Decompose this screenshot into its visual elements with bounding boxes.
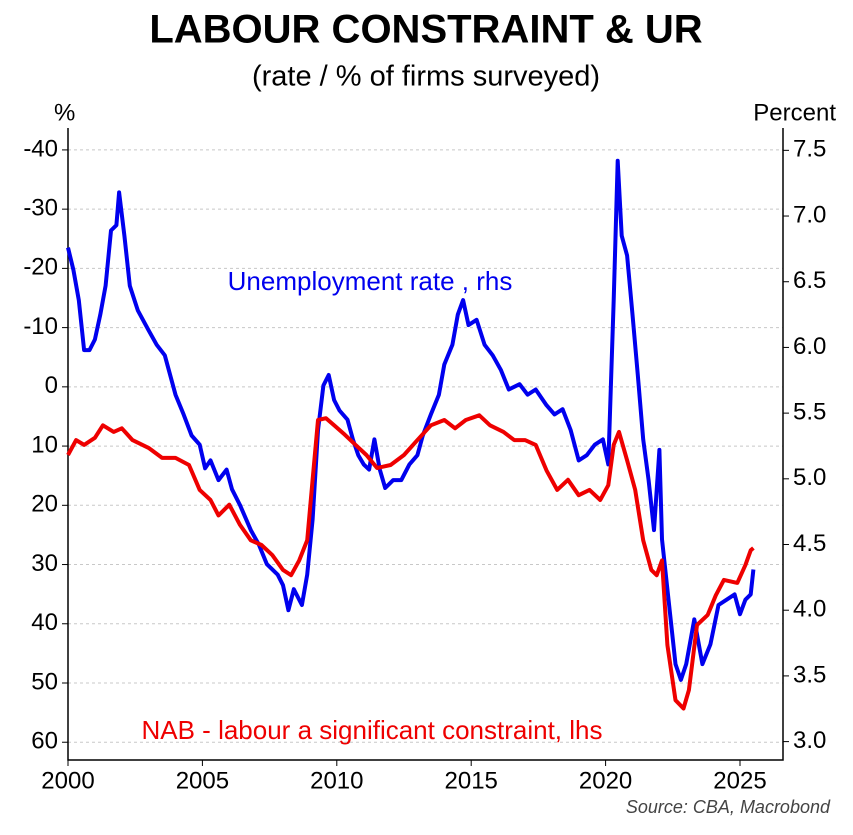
x-tick-label: 2025 xyxy=(713,767,766,794)
y-tick-label: -30 xyxy=(23,194,58,221)
y2-tick-label: 7.5 xyxy=(793,136,826,163)
x-tick-label: 2005 xyxy=(176,767,229,794)
series-label: NAB - labour a significant constraint, l… xyxy=(142,715,603,745)
chart-title: LABOUR CONSTRAINT & UR xyxy=(149,8,702,52)
x-tick-label: 2000 xyxy=(41,767,94,794)
plot-frame xyxy=(67,128,784,761)
y2-tick-label: 5.0 xyxy=(793,464,826,491)
y2-tick-label: 5.5 xyxy=(793,398,826,425)
y-tick-label: 40 xyxy=(31,609,58,636)
series-label: Unemployment rate , rhs xyxy=(228,266,513,296)
y-tick-label: 0 xyxy=(45,372,58,399)
y2-tick-label: 4.5 xyxy=(793,530,826,557)
y2-tick-label: 3.0 xyxy=(793,727,826,754)
y-tick-label: -10 xyxy=(23,313,58,340)
x-tick-label: 2020 xyxy=(579,767,632,794)
y2-tick-label: 3.5 xyxy=(793,661,826,688)
y2-tick-label: 6.0 xyxy=(793,333,826,360)
y-tick-label: 50 xyxy=(31,668,58,695)
source-note: Source: CBA, Macrobond xyxy=(626,797,831,817)
series-line xyxy=(66,158,756,682)
x-tick-label: 2010 xyxy=(310,767,363,794)
series-line xyxy=(66,413,755,711)
y-axis-unit: % xyxy=(54,99,75,126)
y-tick-label: 10 xyxy=(31,431,58,458)
y-tick-label: -20 xyxy=(23,254,58,281)
y-tick-label: 60 xyxy=(31,728,58,755)
y2-tick-label: 6.5 xyxy=(793,267,826,294)
y-tick-label: 20 xyxy=(31,491,58,518)
chart-subtitle: (rate / % of firms surveyed) xyxy=(252,61,600,93)
y-tick-label: 30 xyxy=(31,550,58,577)
y2-tick-label: 4.0 xyxy=(793,596,826,623)
y2-tick-label: 7.0 xyxy=(793,201,826,228)
y2-axis-unit: Percent xyxy=(753,99,836,126)
x-tick-label: 2015 xyxy=(445,767,498,794)
y-tick-label: -40 xyxy=(23,135,58,162)
